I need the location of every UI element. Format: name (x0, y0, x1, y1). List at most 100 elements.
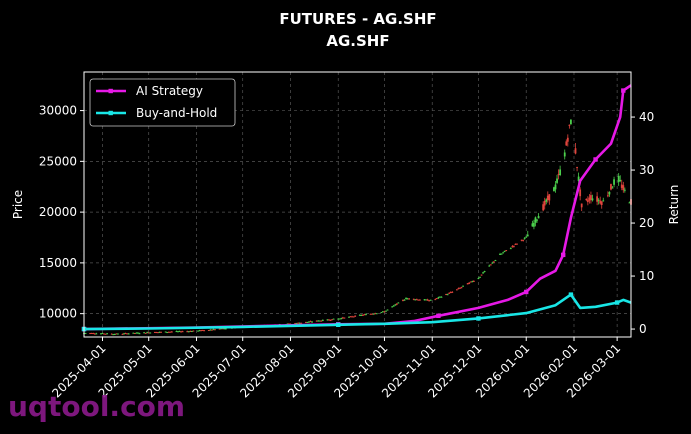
price-candle (526, 234, 529, 237)
price-candle (477, 278, 480, 280)
chart-title: FUTURES - AG.SHF (279, 10, 436, 28)
y-axis-label: Price (11, 190, 25, 219)
series-point (476, 316, 481, 321)
price-candle (84, 332, 87, 334)
price-candle (585, 198, 588, 201)
price-candle (123, 333, 125, 335)
price-candle (110, 333, 113, 335)
y2-tick-label: 20 (639, 216, 654, 230)
y-tick-label: 15000 (39, 256, 77, 270)
price-candle (440, 296, 443, 298)
price-candle (369, 313, 372, 315)
price-candle (545, 199, 548, 202)
price-candle (358, 314, 361, 316)
price-candle (383, 311, 386, 313)
price-candle (178, 330, 181, 332)
price-candle (566, 137, 569, 142)
price-candle (434, 299, 437, 301)
price-candle (158, 331, 161, 333)
price-candle (121, 333, 124, 335)
price-candle (600, 201, 603, 205)
price-candle (613, 179, 615, 185)
price-candle (321, 319, 324, 321)
price-candle (531, 223, 534, 227)
price-candle (207, 329, 210, 331)
price-candle (200, 330, 203, 332)
price-candle (220, 328, 223, 330)
price-candle (468, 282, 471, 284)
y-tick-label: 20000 (39, 205, 77, 219)
price-candle (218, 328, 221, 330)
price-candle (124, 333, 127, 335)
series-point (561, 252, 566, 258)
price-candle (382, 311, 384, 313)
price-candle (425, 299, 427, 301)
price-candle (180, 331, 182, 333)
price-candle (201, 329, 204, 331)
price-candle (115, 333, 118, 335)
price-candle (101, 333, 104, 335)
price-candle (554, 184, 557, 190)
series-point (593, 157, 598, 162)
price-candle (455, 289, 458, 291)
price-candle (352, 316, 355, 318)
price-candle (417, 299, 420, 301)
price-candle (177, 331, 179, 333)
watermark: uqtool.com (8, 390, 186, 423)
price-candle (502, 252, 505, 254)
price-candle (132, 332, 135, 334)
legend-marker (108, 110, 113, 116)
price-candle (492, 261, 495, 263)
price-candle (167, 331, 170, 333)
price-candle (619, 179, 622, 181)
price-candle (590, 195, 592, 200)
price-candle (392, 305, 395, 307)
legend-label: AI Strategy (136, 84, 203, 98)
price-candle (494, 260, 497, 262)
y2-tick-label: 0 (639, 322, 647, 336)
price-candle (89, 333, 92, 335)
price-candle (386, 309, 389, 311)
series-point (524, 289, 529, 295)
series-point (621, 88, 626, 93)
price-candle (622, 185, 625, 191)
price-candle (212, 329, 215, 331)
price-candle (565, 141, 568, 146)
series-point (614, 300, 620, 305)
price-candle (189, 330, 192, 332)
price-candle (380, 312, 383, 314)
price-candle (338, 318, 341, 320)
price-candle (295, 323, 298, 325)
price-candle (488, 265, 491, 267)
price-candle (297, 322, 300, 324)
price-candle (439, 296, 441, 298)
price-candle (536, 219, 538, 221)
price-candle (100, 333, 102, 335)
price-candle (349, 316, 352, 318)
price-candle (559, 169, 562, 175)
y2-axis-label: Return (667, 185, 681, 225)
price-candle (451, 291, 454, 293)
price-candle (460, 287, 463, 289)
price-candle (426, 299, 429, 301)
price-candle (576, 166, 578, 168)
price-candle (505, 250, 508, 252)
price-candle (599, 200, 602, 204)
price-candle (617, 176, 620, 183)
price-candle (160, 331, 162, 333)
price-candle (146, 332, 149, 334)
price-candle (147, 332, 150, 334)
chart-subtitle: AG.SHF (326, 32, 389, 50)
price-candle (512, 245, 515, 247)
price-candle (298, 322, 301, 324)
price-candle (557, 173, 560, 175)
price-candle (533, 222, 535, 227)
price-candle (405, 297, 407, 299)
price-candle (318, 320, 321, 322)
price-candle (90, 333, 93, 335)
price-candle (92, 333, 95, 335)
price-candle (597, 199, 600, 201)
price-candle (412, 298, 415, 300)
price-candle (586, 200, 589, 203)
